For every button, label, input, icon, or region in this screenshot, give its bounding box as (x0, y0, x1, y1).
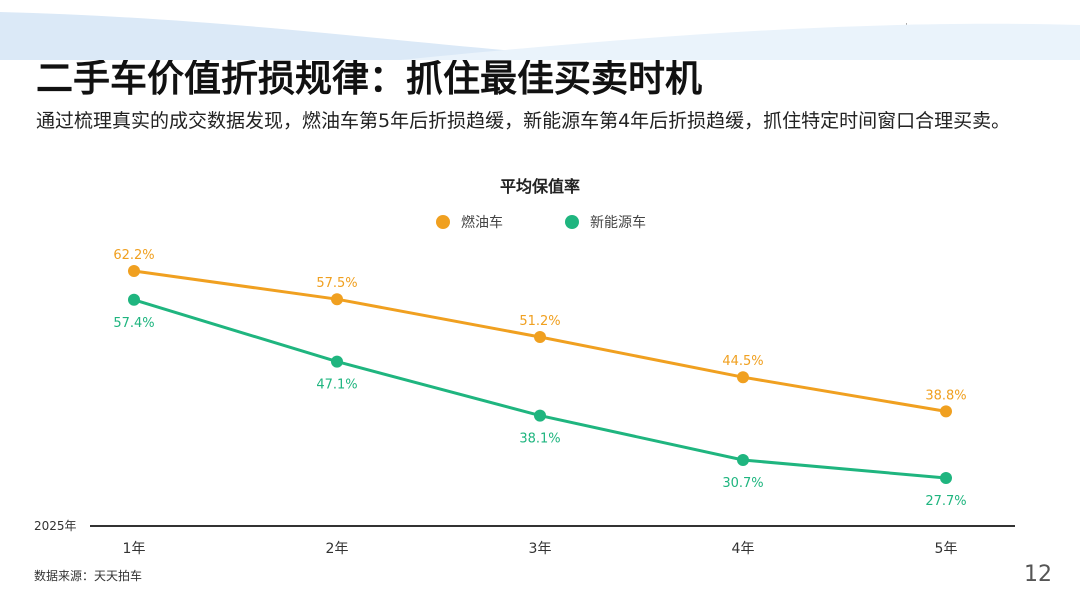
x-tick-label: 5年 (935, 541, 958, 557)
data-point (940, 472, 952, 484)
x-tick-label: 2年 (326, 541, 349, 557)
page-title: 二手车价值折损规律：抓住最佳买卖时机 (36, 57, 702, 100)
data-point (128, 293, 140, 306)
data-label: 38.8% (925, 388, 966, 403)
legend-marker (565, 215, 579, 229)
page-number: 12 (1024, 562, 1052, 587)
data-point (331, 355, 343, 368)
data-point (737, 454, 749, 466)
decorative-wave (0, 12, 1080, 60)
data-label: 51.2% (519, 314, 560, 329)
page-subtitle: 通过梳理真实的成交数据发现，燃油车第5年后折损趋缓，新能源车第4年后折损趋缓，抓… (36, 110, 1011, 132)
data-source: 数据来源：天天拍车 (34, 569, 143, 583)
data-label: 62.2% (113, 248, 154, 263)
data-label: 30.7% (722, 476, 763, 491)
axis-note: 2025年 (34, 519, 77, 533)
legend-marker (436, 215, 450, 229)
data-label: 57.5% (316, 276, 357, 291)
x-tick-label: 4年 (732, 541, 755, 557)
chart-title: 平均保值率 (500, 177, 580, 196)
data-label: 47.1% (316, 378, 357, 393)
data-point (534, 331, 546, 343)
data-point (534, 409, 546, 422)
data-point (128, 265, 140, 277)
data-point (940, 405, 952, 418)
x-tick-label: 1年 (123, 541, 146, 557)
data-label: 38.1% (519, 432, 560, 447)
x-tick-label: 3年 (529, 541, 552, 557)
legend-label: 新能源车 (590, 214, 646, 231)
data-point (737, 371, 749, 384)
data-label: 27.7% (925, 494, 966, 509)
data-label: 57.4% (113, 316, 154, 331)
data-point (331, 293, 343, 306)
legend-label: 燃油车 (461, 214, 503, 231)
data-label: 44.5% (722, 354, 763, 369)
